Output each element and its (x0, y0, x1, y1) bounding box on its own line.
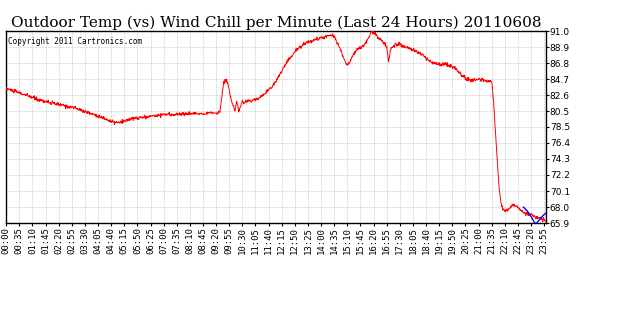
Text: Copyright 2011 Cartronics.com: Copyright 2011 Cartronics.com (8, 37, 142, 46)
Title: Outdoor Temp (vs) Wind Chill per Minute (Last 24 Hours) 20110608: Outdoor Temp (vs) Wind Chill per Minute … (11, 16, 541, 30)
